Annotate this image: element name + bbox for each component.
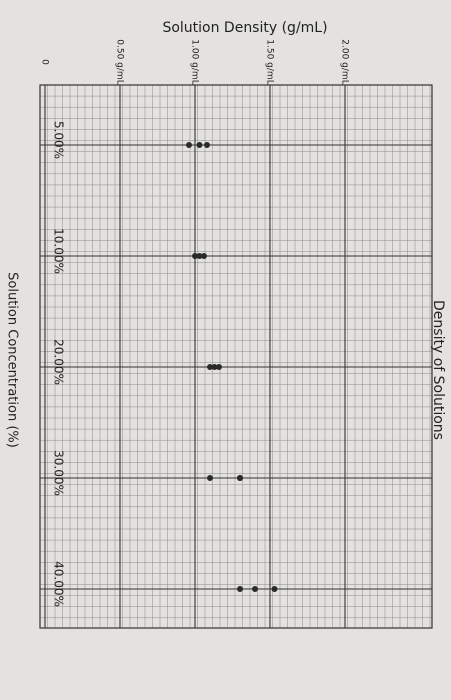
data-point	[196, 142, 203, 148]
data-point	[211, 364, 218, 370]
x-tick-label: 40.00%	[52, 561, 66, 607]
x-tick-label: 30.00%	[52, 450, 66, 496]
y-tick-label: 0.50 g/mL	[115, 39, 125, 84]
x-axis-label: Solution Concentration (%)	[5, 272, 20, 448]
x-tick-label: 10.00%	[52, 228, 66, 274]
data-point	[207, 475, 213, 481]
y-axis-label: Solution Density (g/mL)	[162, 20, 327, 36]
x-tick-label: 5.00%	[52, 121, 66, 159]
data-point	[196, 253, 203, 259]
data-point	[237, 475, 243, 481]
data-point	[186, 142, 192, 148]
data-point	[237, 586, 243, 592]
data-point	[204, 142, 210, 148]
data-point	[201, 253, 207, 259]
x-tick-label: 20.00%	[52, 339, 66, 385]
y-tick-label: 2.00 g/mL	[340, 39, 350, 84]
chart-title: Density of Solutions	[430, 300, 446, 440]
data-point	[216, 364, 222, 370]
data-point	[252, 586, 258, 592]
y-tick-label: 1.00 g/mL	[190, 39, 200, 84]
plot-border	[39, 84, 433, 629]
data-point	[271, 586, 278, 592]
y-tick-label: 1.50 g/mL	[265, 39, 275, 84]
y-tick-label: 0	[40, 59, 50, 65]
data-point	[192, 253, 198, 259]
data-point	[207, 364, 213, 370]
